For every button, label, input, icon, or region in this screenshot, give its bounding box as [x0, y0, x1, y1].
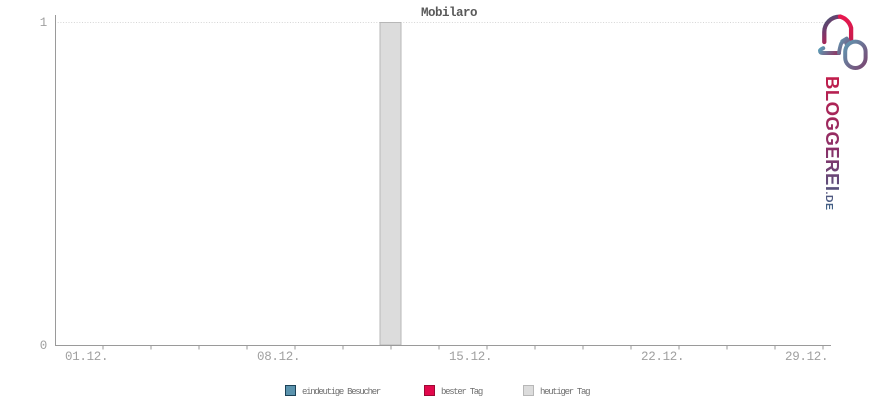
- svg-text:15.12.: 15.12.: [449, 350, 492, 364]
- svg-text:22.12.: 22.12.: [641, 350, 684, 364]
- svg-text:0: 0: [40, 339, 47, 353]
- svg-text:1: 1: [40, 16, 47, 30]
- svg-text:29.12.: 29.12.: [785, 350, 828, 364]
- svg-text:08.12.: 08.12.: [257, 350, 300, 364]
- svg-text:01.12.: 01.12.: [65, 350, 108, 364]
